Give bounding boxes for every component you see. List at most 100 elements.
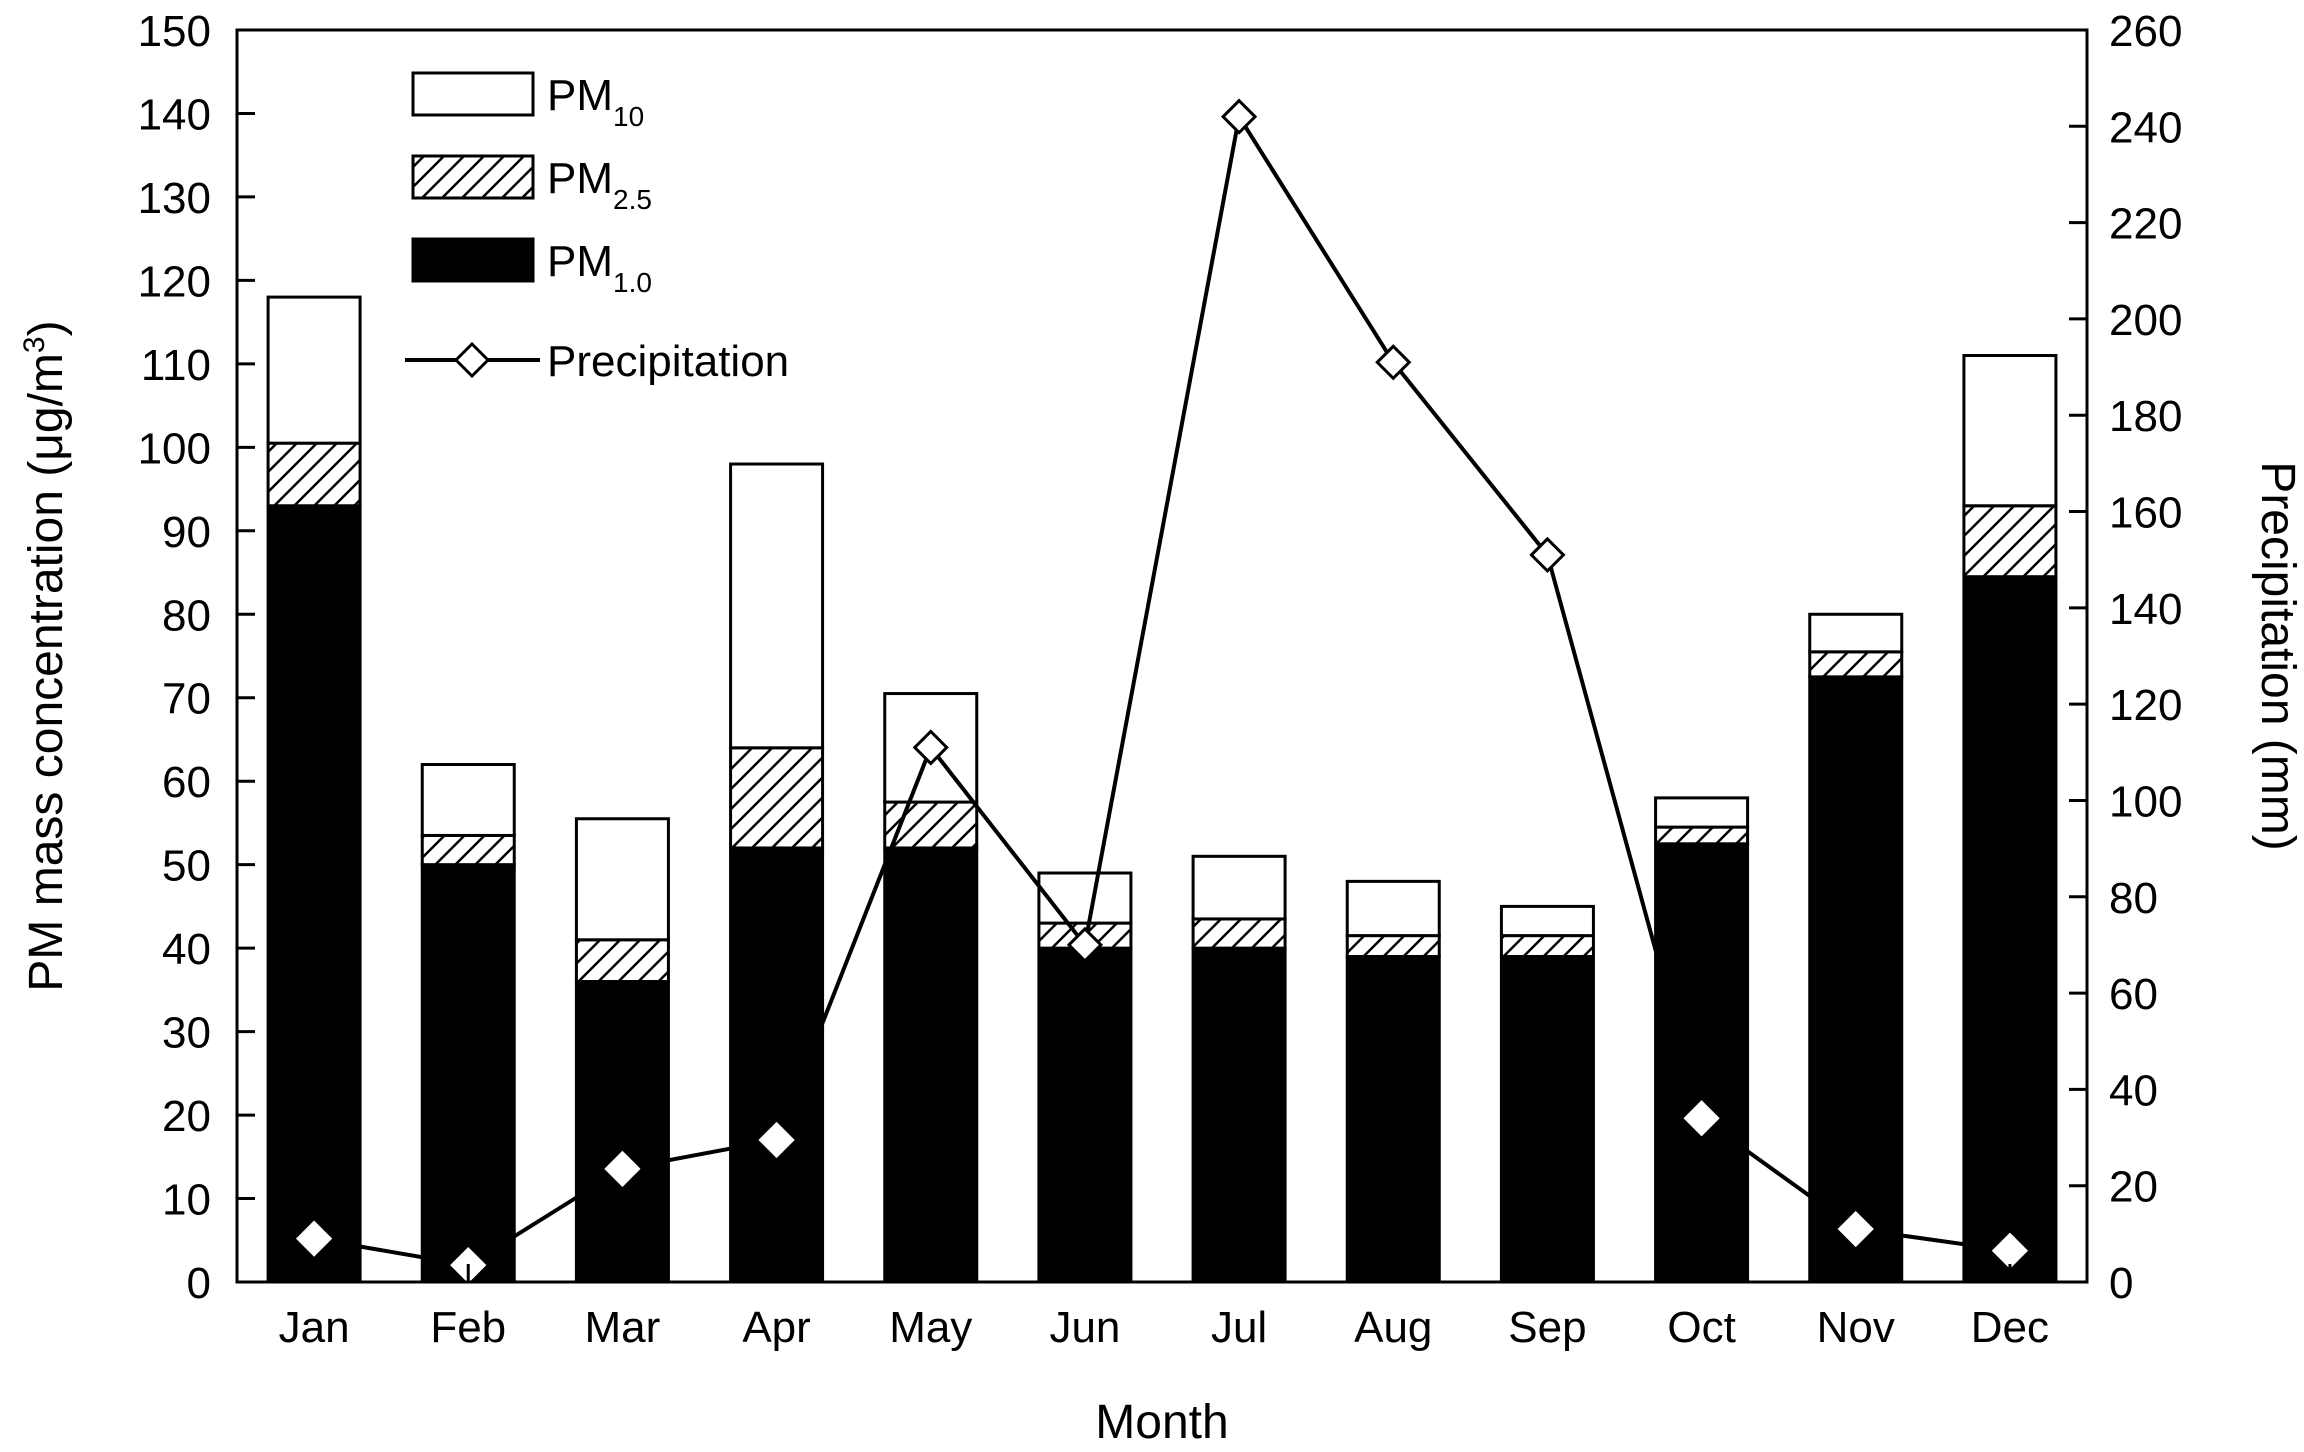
precipitation-marker-may <box>912 729 949 766</box>
right-tick-label: 20 <box>2109 1163 2158 1212</box>
bar-pm25-aug <box>1345 934 1441 958</box>
bar-pm25-mar <box>574 938 670 984</box>
left-tick-label: 10 <box>162 1176 211 1225</box>
legend-swatch-pm25 <box>411 154 535 200</box>
x-tick-label: Dec <box>1971 1303 2049 1352</box>
precipitation-marker-oct <box>1683 1100 1720 1137</box>
x-tick-label: Sep <box>1508 1303 1586 1352</box>
bar-pm10-dec <box>1962 575 2058 1284</box>
right-tick-label: 100 <box>2109 777 2182 826</box>
bar-pm10-mar <box>574 980 670 1284</box>
left-tick-label: 70 <box>162 675 211 724</box>
precipitation-marker-sep <box>1529 536 1566 573</box>
legend-marker-precipitation <box>453 341 491 379</box>
bar-pm25-apr <box>729 746 825 850</box>
x-tick-label: Feb <box>430 1303 506 1352</box>
bar-pm25-nov <box>1808 650 1904 679</box>
precipitation-marker-jul <box>1220 98 1258 135</box>
x-tick-label: Nov <box>1817 1303 1895 1352</box>
bar-pm10-jun <box>1037 946 1133 1284</box>
legend: PM10 PM2.5 PM1.0 Precipitation <box>405 71 789 386</box>
x-tick-label: Mar <box>585 1303 661 1352</box>
bar-pm10-dec <box>1962 354 2058 508</box>
bar-pm25-jul <box>1191 917 1287 950</box>
precipitation-marker-aug <box>1375 344 1412 381</box>
x-tick-label: Jan <box>279 1303 350 1352</box>
right-tick-label: 80 <box>2109 874 2158 923</box>
left-tick-label: 120 <box>138 257 211 306</box>
bar-pm10-jan <box>266 504 362 1284</box>
bar-pm10-may <box>883 846 979 1284</box>
right-tick-label: 60 <box>2109 970 2158 1019</box>
left-tick-label: 110 <box>141 341 211 390</box>
right-tick-label: 160 <box>2109 489 2182 538</box>
left-tick-label: 50 <box>162 842 211 891</box>
bar-series-group <box>266 295 2058 1284</box>
bar-pm25-sep <box>1499 934 1595 958</box>
bar-pm10-mar <box>574 817 670 942</box>
precipitation-line <box>313 111 2011 1268</box>
bar-pm10-jan <box>266 295 362 445</box>
right-axis: 0 20 40 60 80 100 120 140 160 180 200 220 240 260 <box>2069 7 2182 1308</box>
legend-label-pm25: PM2.5 <box>547 154 652 215</box>
left-axis: 0 10 20 30 40 50 60 70 80 90 100 110 120 130 140 150 <box>138 7 255 1308</box>
bar-pm10-feb <box>420 863 516 1284</box>
bar-pm10-nov <box>1808 612 1904 654</box>
right-tick-label: 240 <box>2109 103 2182 152</box>
bar-pm10-nov <box>1808 675 1904 1284</box>
bar-pm10-oct <box>1654 796 1750 829</box>
precipitation-marker-jun <box>1066 926 1104 964</box>
bar-pm25-dec <box>1962 504 2058 579</box>
bar-pm25-jan <box>266 441 362 508</box>
left-tick-label: 150 <box>138 7 211 56</box>
left-tick-label: 30 <box>162 1009 211 1058</box>
bar-pm10-feb <box>420 763 516 837</box>
right-tick-label: 140 <box>2109 585 2182 634</box>
right-tick-label: 180 <box>2109 392 2182 441</box>
x-tick-label: Jun <box>1049 1303 1120 1352</box>
left-tick-label: 20 <box>162 1092 211 1141</box>
x-tick-label: Aug <box>1354 1303 1432 1352</box>
right-tick-label: 0 <box>2109 1259 2133 1308</box>
left-tick-label: 90 <box>162 508 211 557</box>
precipitation-marker-mar <box>604 1150 641 1187</box>
right-tick-label: 120 <box>2109 681 2182 730</box>
plot-frame <box>235 28 2089 1284</box>
precipitation-marker-apr <box>758 1121 795 1159</box>
left-axis-title: PM mass concentration (μg/m3) <box>18 320 73 991</box>
bar-pm10-jun <box>1037 871 1133 925</box>
left-axis-title-superscript: 3 <box>18 336 51 353</box>
plot-border <box>235 28 2089 1284</box>
bar-pm10-sep <box>1499 954 1595 1284</box>
precipitation-series-group <box>295 98 2029 1282</box>
x-tick-label: Jul <box>1211 1303 1267 1352</box>
precipitation-marker-nov <box>1837 1210 1874 1248</box>
bar-pm10-sep <box>1499 904 1595 938</box>
precipitation-marker-jan <box>295 1220 333 1257</box>
bar-pm10-oct <box>1654 842 1750 1284</box>
bar-pm10-apr <box>729 462 825 750</box>
left-tick-label: 40 <box>162 925 211 974</box>
bar-pm10-jul <box>1191 946 1287 1284</box>
bar-pm25-feb <box>420 833 516 867</box>
left-tick-label: 0 <box>187 1259 211 1308</box>
bar-pm10-jul <box>1191 854 1287 921</box>
bar-pm10-aug <box>1345 879 1441 938</box>
bar-pm25-oct <box>1654 825 1750 846</box>
legend-label-pm10: PM10 <box>547 71 644 132</box>
legend-label-pm10: PM1.0 <box>547 237 652 298</box>
left-tick-label: 60 <box>162 758 211 807</box>
legend-swatch-pm10 <box>411 237 535 283</box>
legend-swatch-pm10 <box>411 71 535 117</box>
right-axis-title: Precipitation (mm) <box>2251 461 2304 850</box>
legend-label-precipitation: Precipitation <box>547 337 789 386</box>
left-tick-label: 140 <box>138 90 211 139</box>
x-axis-title: Month <box>1095 1396 1228 1449</box>
x-tick-label: Apr <box>742 1303 810 1352</box>
left-tick-label: 130 <box>138 174 211 223</box>
right-tick-label: 260 <box>2109 7 2182 56</box>
left-tick-label: 100 <box>138 424 211 473</box>
right-tick-label: 200 <box>2109 296 2182 345</box>
bar-pm10-apr <box>729 846 825 1284</box>
right-tick-label: 220 <box>2109 200 2182 249</box>
